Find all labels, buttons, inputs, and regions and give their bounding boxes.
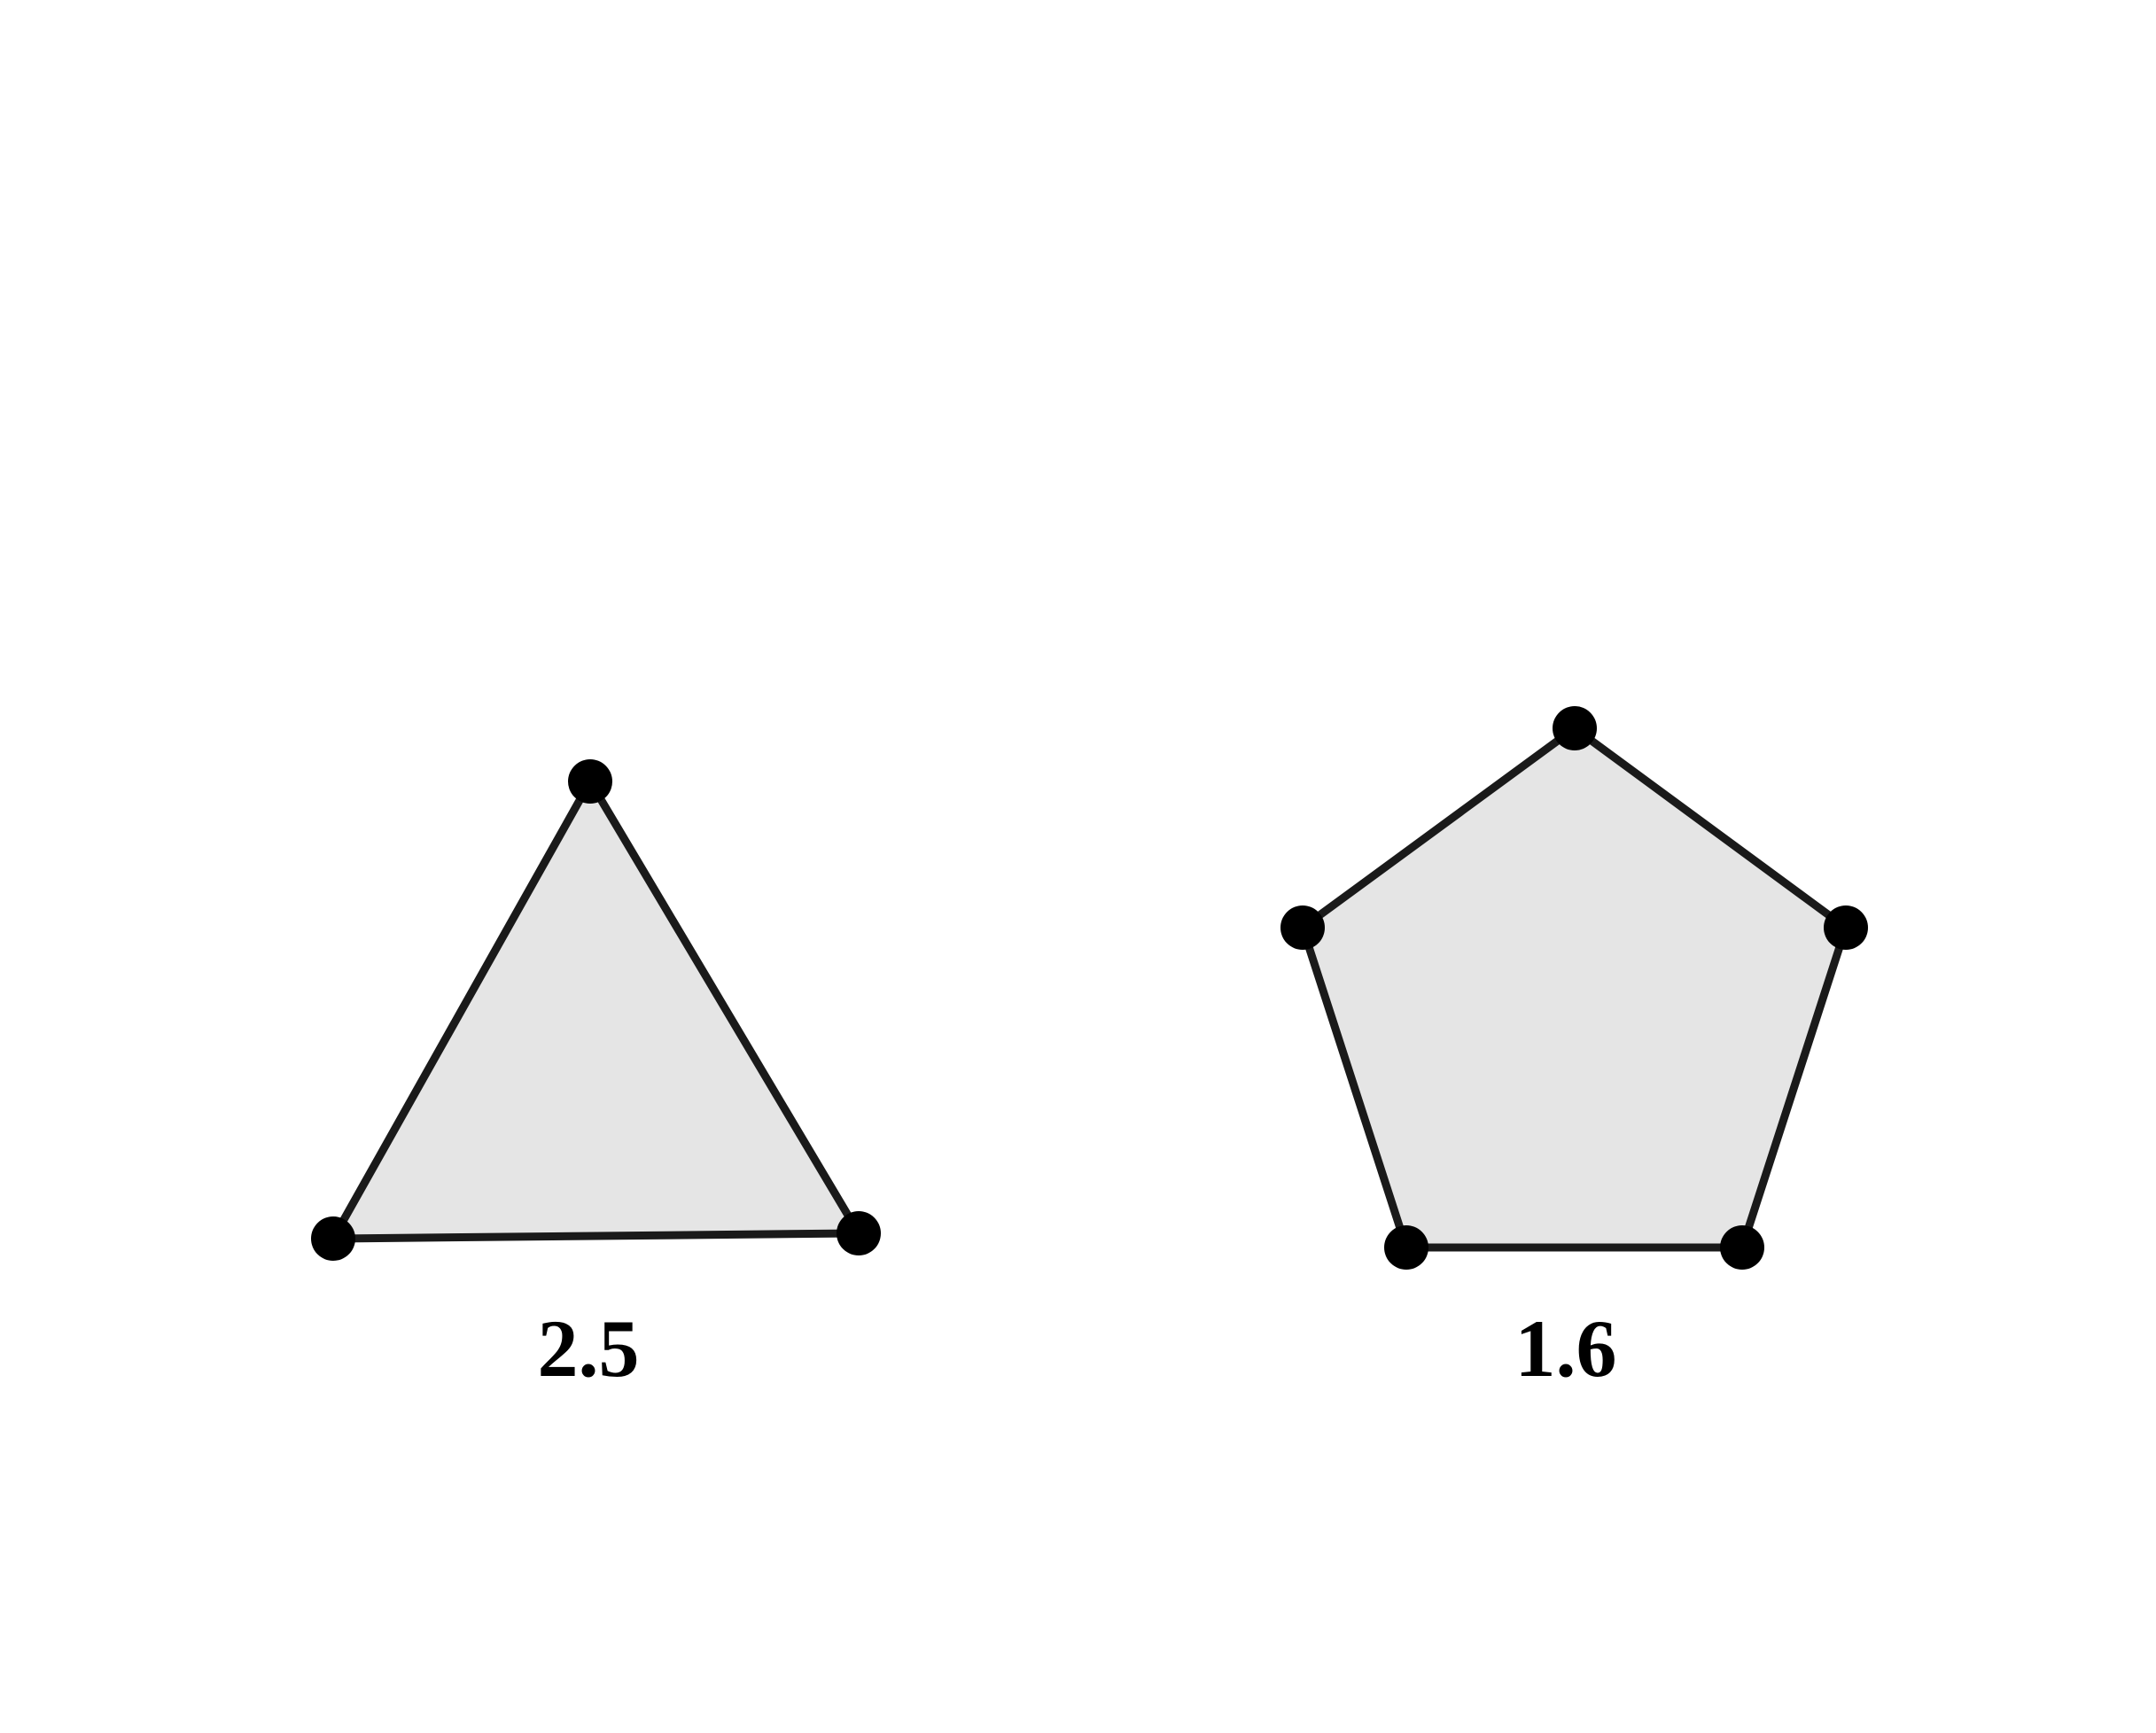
- pentagon-shape: 1.6: [1280, 706, 1868, 1394]
- pentagon-vertex-left: [1280, 905, 1325, 950]
- triangle-vertex-top: [568, 759, 612, 804]
- pentagon-vertex-bottom-left: [1384, 1225, 1428, 1270]
- pentagon-vertex-top: [1553, 706, 1597, 750]
- pentagon-vertex-bottom-right: [1720, 1225, 1764, 1270]
- triangle-polygon: [326, 773, 866, 1243]
- pentagon-vertex-right: [1824, 905, 1868, 950]
- pentagon-polygon: [1297, 723, 1851, 1252]
- pentagon-label: 1.6: [1515, 1303, 1617, 1394]
- triangle-label: 2.5: [538, 1303, 640, 1394]
- triangle-vertex-bottom-left: [311, 1216, 355, 1261]
- triangle-shape: 2.5: [311, 759, 881, 1394]
- triangle-vertex-bottom-right: [837, 1211, 881, 1255]
